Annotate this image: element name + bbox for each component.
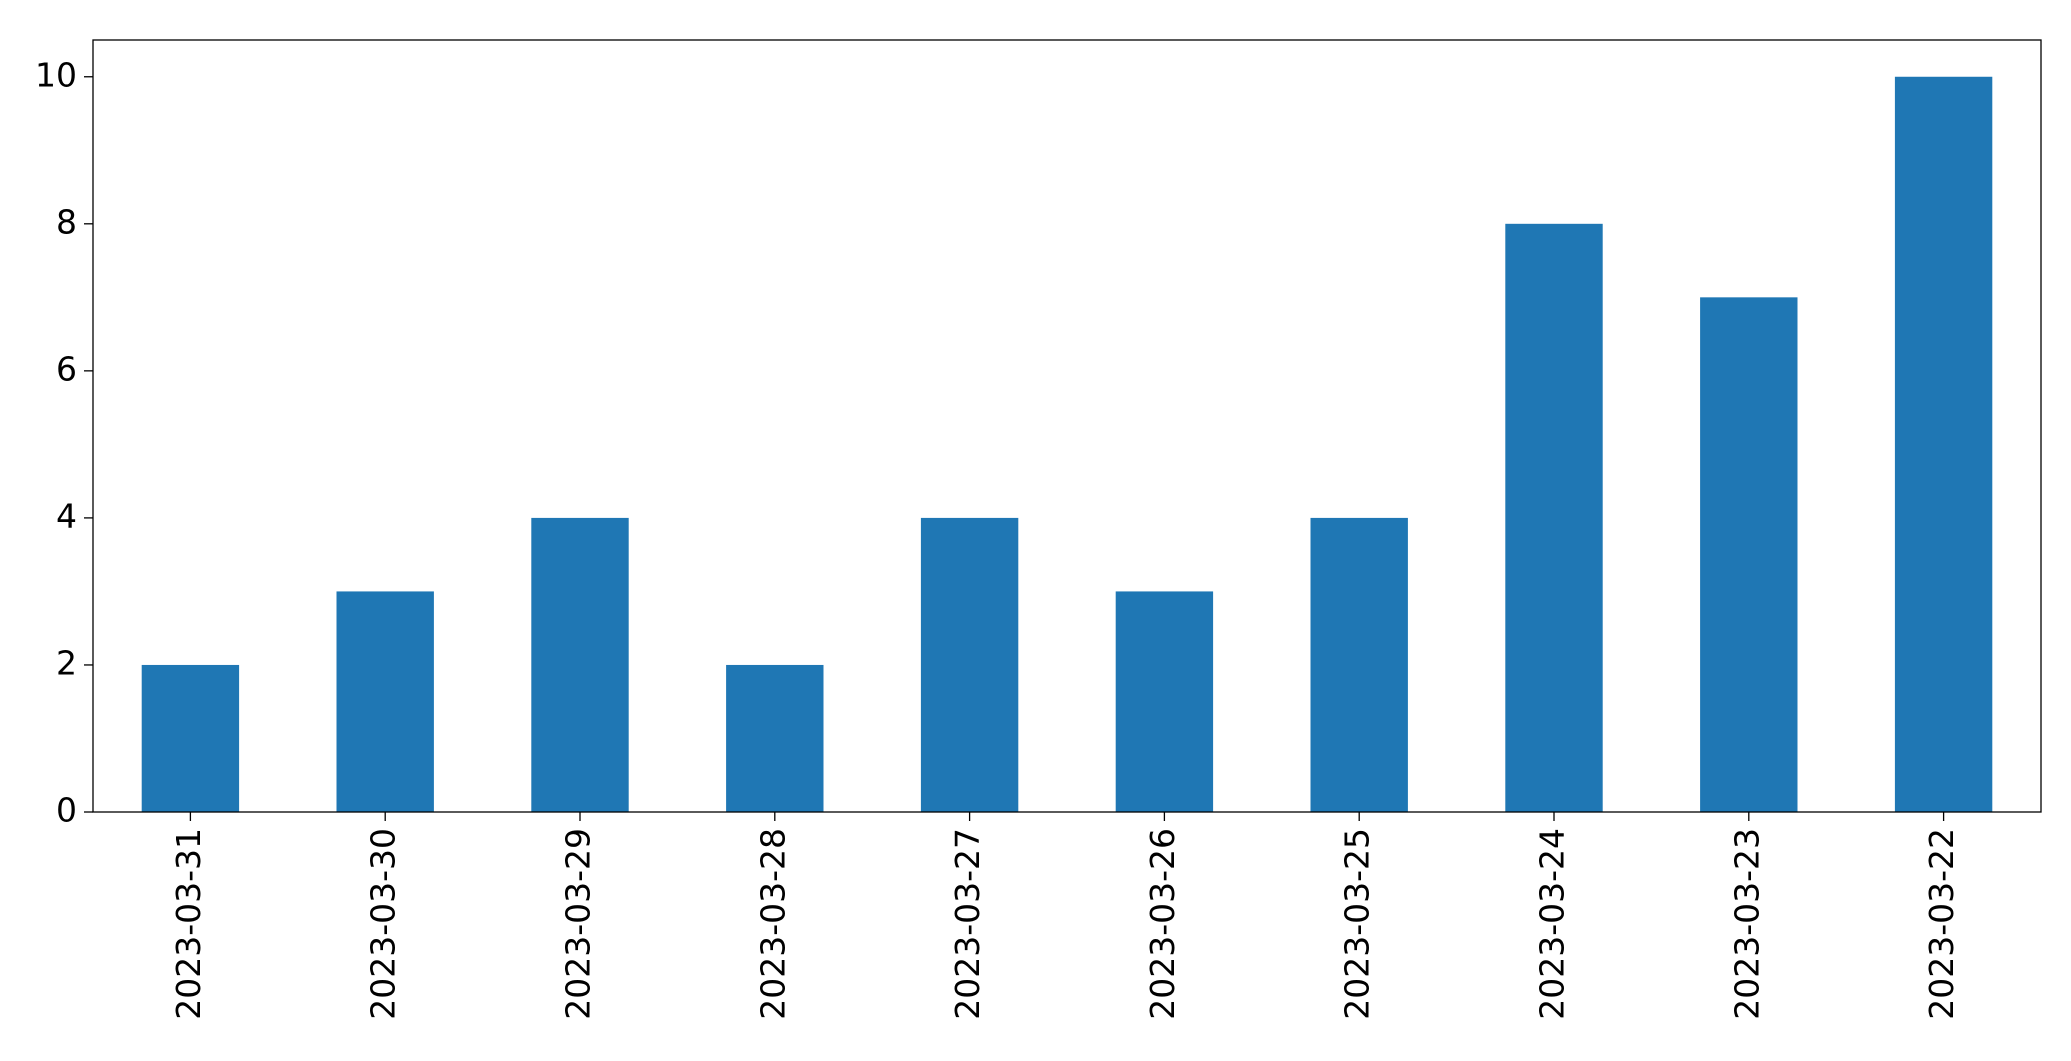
bar	[1700, 297, 1798, 812]
x-tick-label: 2023-03-27	[948, 828, 987, 1020]
y-tick-label: 6	[56, 349, 77, 388]
bar	[1505, 223, 1603, 813]
bar	[141, 664, 240, 812]
x-tick-label: 2023-03-31	[169, 828, 208, 1020]
x-tick-label: 2023-03-23	[1727, 828, 1766, 1020]
y-tick-label: 10	[35, 55, 77, 94]
y-tick-label: 0	[56, 791, 77, 830]
bar	[336, 591, 434, 812]
x-tick-label: 2023-03-22	[1922, 828, 1961, 1020]
y-tick-label: 2	[56, 643, 77, 682]
y-tick-label: 4	[56, 496, 77, 535]
y-tick-label: 8	[56, 202, 77, 241]
x-tick-label: 2023-03-28	[753, 828, 792, 1020]
x-tick-label: 2023-03-24	[1533, 828, 1572, 1020]
bar	[1894, 76, 1993, 812]
x-tick-label: 2023-03-29	[559, 828, 598, 1020]
x-tick-label: 2023-03-26	[1143, 828, 1182, 1020]
x-tick-label: 2023-03-30	[364, 828, 403, 1020]
bar	[726, 664, 824, 812]
x-tick-label: 2023-03-25	[1338, 828, 1377, 1020]
plot-frame	[92, 39, 2042, 813]
bar	[920, 517, 1019, 812]
bar	[1310, 517, 1408, 812]
bar	[531, 517, 629, 812]
bar	[1115, 591, 1214, 812]
